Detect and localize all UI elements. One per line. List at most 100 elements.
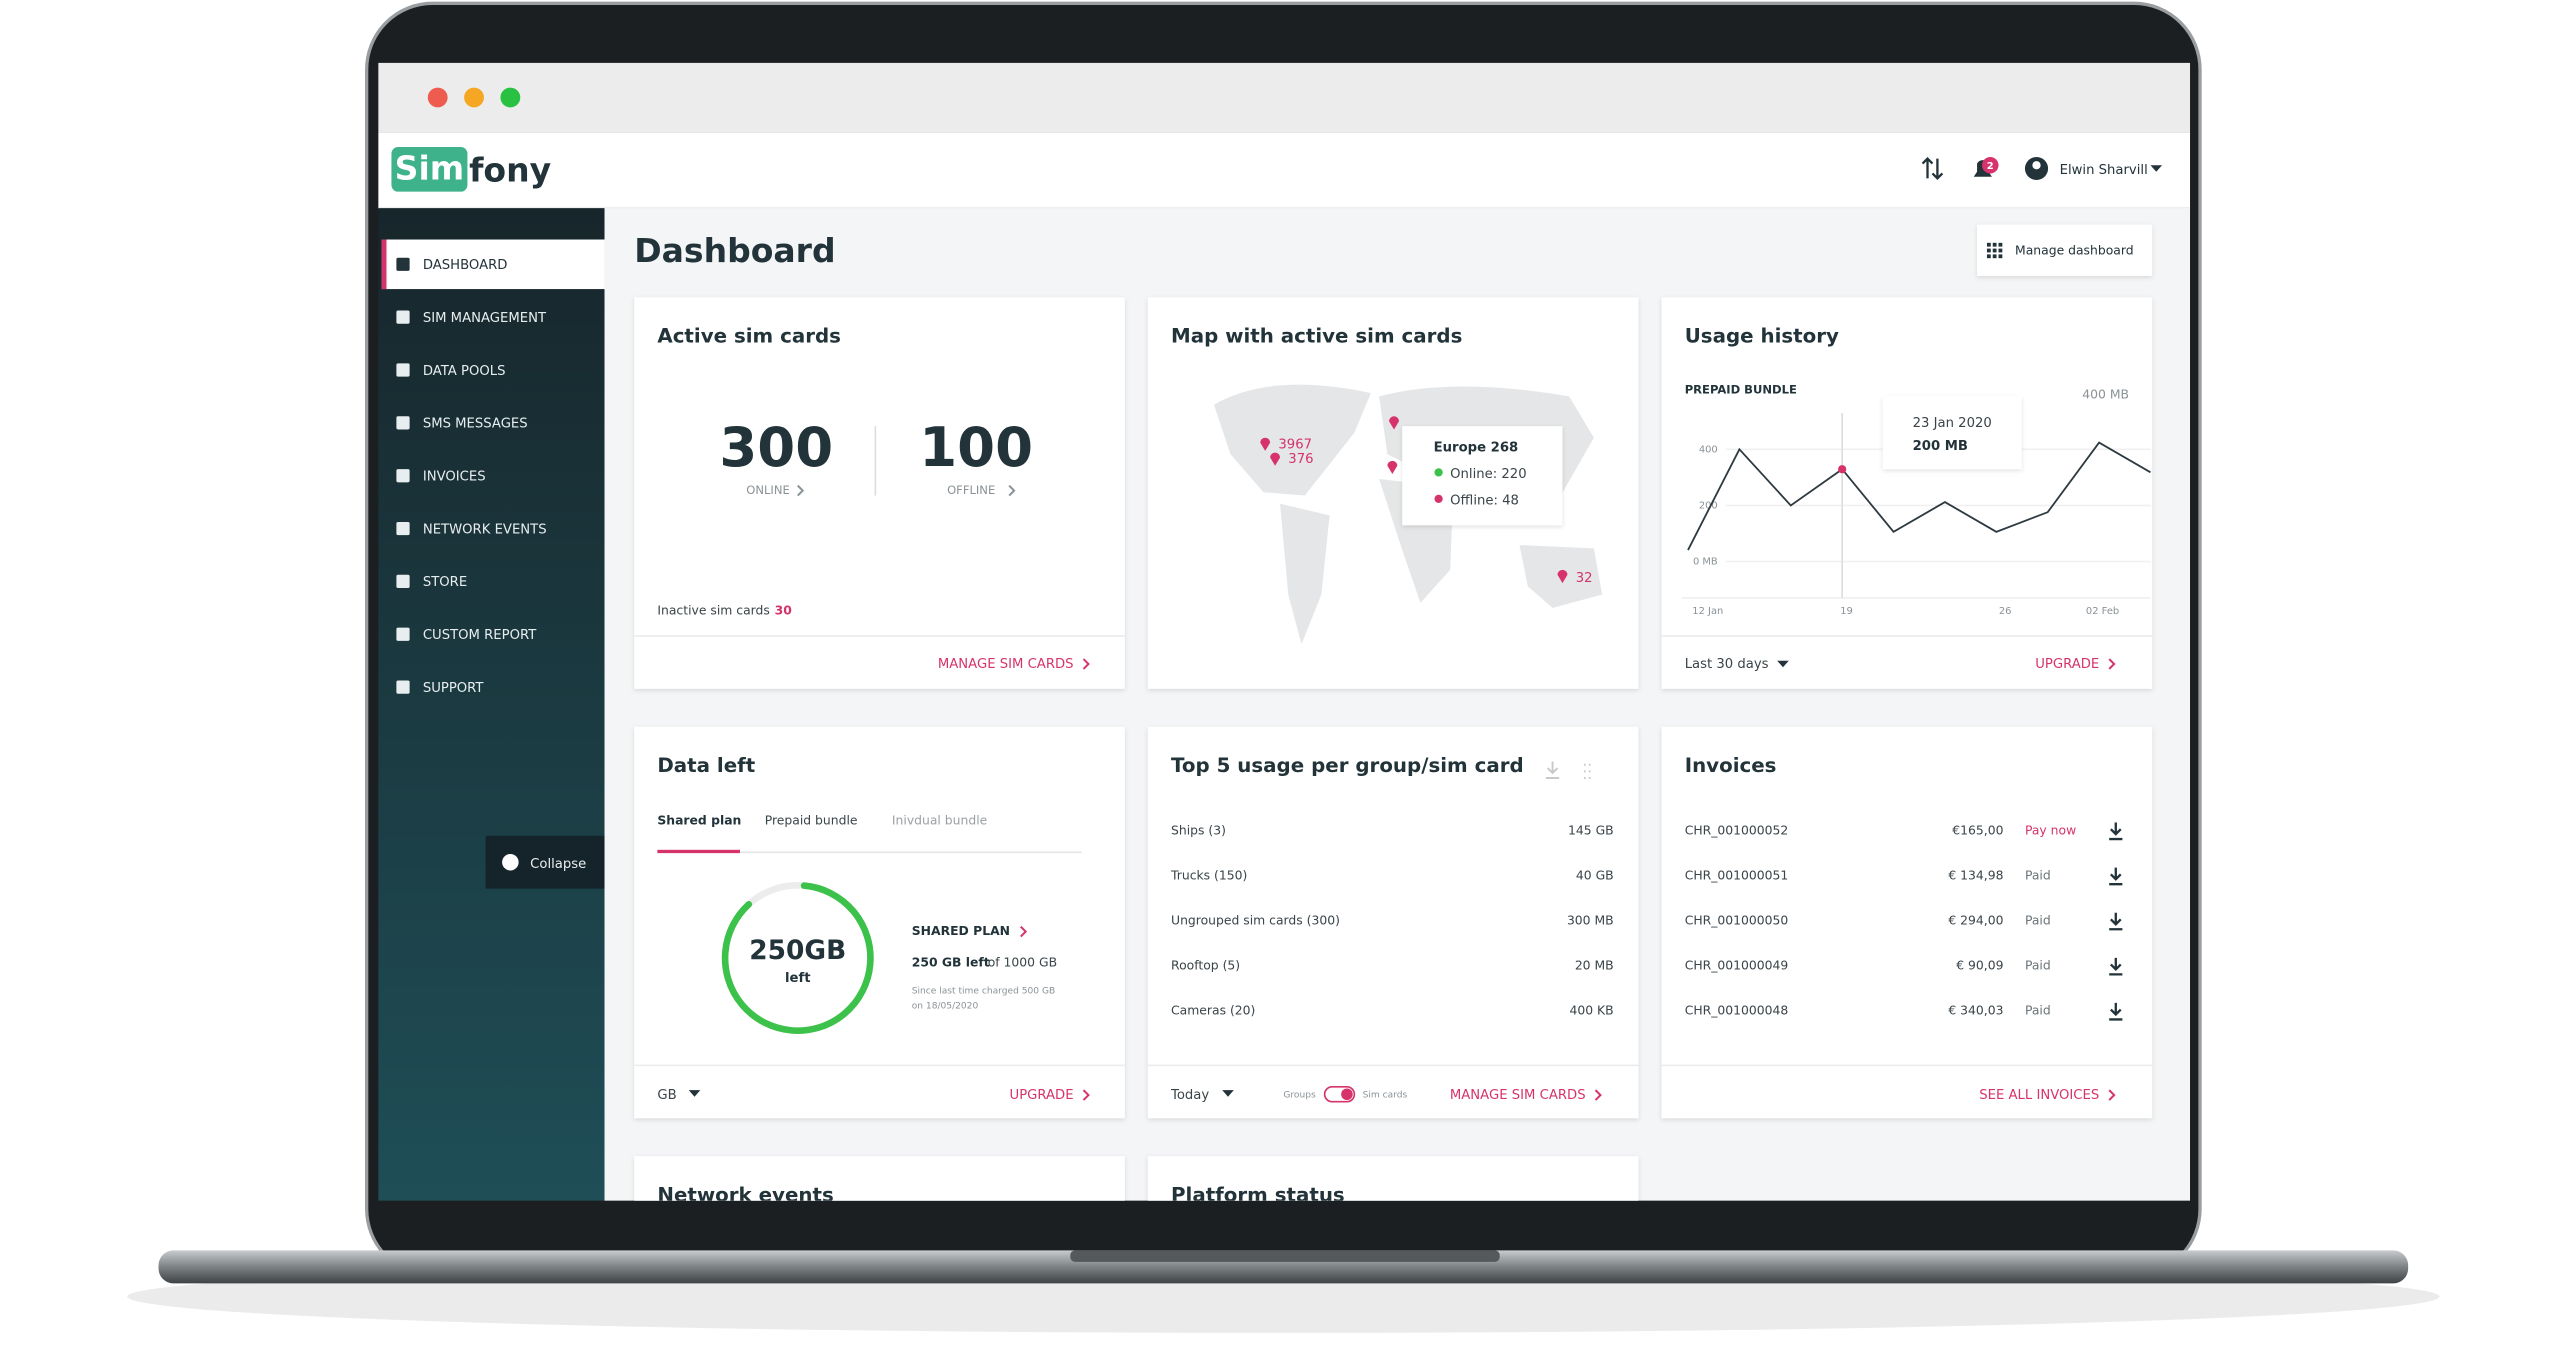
download-icon[interactable] — [2109, 912, 2123, 931]
gauge-value: 250GB — [749, 935, 846, 966]
unit-select[interactable]: GB — [657, 1088, 676, 1103]
tooltip-online: Online: 220 — [1450, 467, 1526, 482]
map-land — [1280, 503, 1330, 645]
card-action[interactable]: MANAGE SIM CARDS — [938, 657, 1074, 672]
logo-box — [391, 147, 468, 192]
online-label[interactable]: ONLINE — [746, 483, 790, 497]
caret — [1777, 660, 1789, 668]
chart-tooltip — [1882, 396, 2022, 470]
manage-dashboard-button[interactable] — [1977, 224, 2153, 276]
download-icon[interactable] — [2109, 822, 2123, 841]
usage-row-value: 400 KB — [1570, 1004, 1614, 1018]
nav-icon — [396, 680, 410, 694]
invoice-amount: €165,00 — [1952, 823, 2003, 837]
window-close[interactable] — [427, 87, 448, 108]
nav-item[interactable]: CUSTOM REPORT — [423, 628, 537, 643]
nav-item[interactable]: DASHBOARD — [423, 258, 508, 273]
grid-icon — [1986, 248, 1991, 253]
usage-row-name: Ungrouped sim cards (300) — [1171, 914, 1340, 928]
nav-item[interactable]: SUPPORT — [423, 681, 485, 696]
invoice-id: CHR_001000051 — [1685, 868, 1789, 882]
nav-item[interactable]: INVOICES — [423, 470, 486, 485]
map-pin — [1270, 452, 1281, 466]
usage-line — [1687, 441, 2151, 551]
grid-icon — [1986, 242, 1991, 247]
card — [1661, 726, 2153, 1119]
badge — [1982, 156, 1999, 174]
tab[interactable]: Inivdual bundle — [892, 813, 987, 827]
download-icon[interactable] — [2109, 957, 2123, 976]
nav-icon — [396, 416, 410, 430]
card-action[interactable]: UPGRADE — [2035, 657, 2099, 672]
tooltip-title: Europe 268 — [1434, 441, 1519, 456]
nav-item[interactable]: STORE — [423, 575, 467, 590]
chart-subtitle: PREPAID BUNDLE — [1685, 382, 1797, 396]
grid-icon — [1992, 254, 1997, 259]
chart-max-label: 400 MB — [2082, 387, 2129, 401]
tab[interactable]: Prepaid bundle — [765, 813, 858, 827]
chevron — [1008, 484, 1016, 497]
invoice-amount: € 90,09 — [1956, 959, 2003, 973]
nav-icon — [396, 363, 410, 377]
x-tick-label: 12 Jan — [1692, 606, 1723, 617]
download-icon[interactable] — [2109, 867, 2123, 886]
tab[interactable]: Shared plan — [657, 813, 741, 827]
online-count: 300 — [719, 415, 833, 479]
laptop-base — [158, 1250, 2409, 1284]
window-minimize[interactable] — [464, 87, 484, 108]
collapse-icon — [502, 853, 519, 871]
sidebar — [378, 208, 605, 1201]
chevron — [797, 484, 805, 497]
user-name[interactable]: Elwin Sharvill — [2060, 163, 2148, 178]
card-title: Data left — [657, 754, 755, 777]
plan-title[interactable]: SHARED PLAN — [912, 924, 1010, 938]
transfer-icon[interactable] — [1921, 156, 1944, 181]
card-title: Network events — [657, 1183, 833, 1206]
card-action[interactable]: UPGRADE — [1010, 1088, 1074, 1103]
card-title: Map with active sim cards — [1171, 324, 1462, 347]
manage-dashboard-label[interactable]: Manage dashboard — [2015, 244, 2134, 258]
page-title: Dashboard — [634, 231, 835, 270]
period-select[interactable]: Last 30 days — [1685, 657, 1769, 672]
nav-item[interactable]: NETWORK EVENTS — [423, 522, 547, 537]
period-select[interactable]: Today — [1170, 1088, 1209, 1103]
legend-dot — [1434, 494, 1443, 503]
gauge-caption: left — [785, 971, 811, 986]
plan-note: Since last time charged 500 GB — [912, 987, 1056, 997]
chevron — [1020, 925, 1028, 938]
card-action[interactable]: SEE ALL INVOICES — [1979, 1088, 2099, 1103]
grid-icon — [1998, 242, 2003, 247]
offline-label[interactable]: OFFLINE — [947, 483, 995, 497]
nav-item[interactable]: SIM MANAGEMENT — [423, 311, 547, 326]
card-title: Active sim cards — [657, 324, 841, 347]
chevron — [1082, 1089, 1090, 1101]
usage-row-value: 300 MB — [1567, 914, 1614, 928]
usage-row-name: Cameras (20) — [1171, 1004, 1255, 1018]
plan-note: on 18/05/2020 — [912, 1001, 979, 1011]
download-icon[interactable] — [2109, 1002, 2123, 1021]
tooltip-offline: Offline: 48 — [1450, 493, 1519, 508]
invoice-status: Paid — [2025, 1004, 2051, 1018]
chevron — [2108, 1089, 2116, 1101]
invoice-amount: € 340,03 — [1948, 1004, 2003, 1018]
nav-icon — [396, 310, 410, 324]
grid-icon — [1998, 254, 2003, 259]
badge-count: 2 — [1987, 161, 1994, 172]
collapse-label[interactable]: Collapse — [530, 857, 586, 872]
inactive-count: 30 — [775, 604, 793, 618]
usage-row-name: Rooftop (5) — [1171, 959, 1240, 973]
window-maximize[interactable] — [500, 87, 521, 108]
map-land — [1213, 384, 1371, 496]
invoice-status[interactable]: Pay now — [2025, 823, 2076, 837]
legend-dot — [1434, 468, 1443, 477]
offline-count: 100 — [919, 415, 1033, 479]
nav-item[interactable]: DATA POOLS — [423, 364, 506, 379]
invoice-status: Paid — [2025, 914, 2051, 928]
grid-icon — [1998, 248, 2003, 253]
user-head — [2032, 161, 2041, 170]
nav-item[interactable]: SMS MESSAGES — [423, 417, 528, 432]
card-action[interactable]: MANAGE SIM CARDS — [1450, 1088, 1586, 1103]
y-tick-label: 200 — [1699, 500, 1718, 511]
y-tick-label: 0 MB — [1693, 557, 1718, 568]
download-icon[interactable] — [1545, 761, 1560, 779]
